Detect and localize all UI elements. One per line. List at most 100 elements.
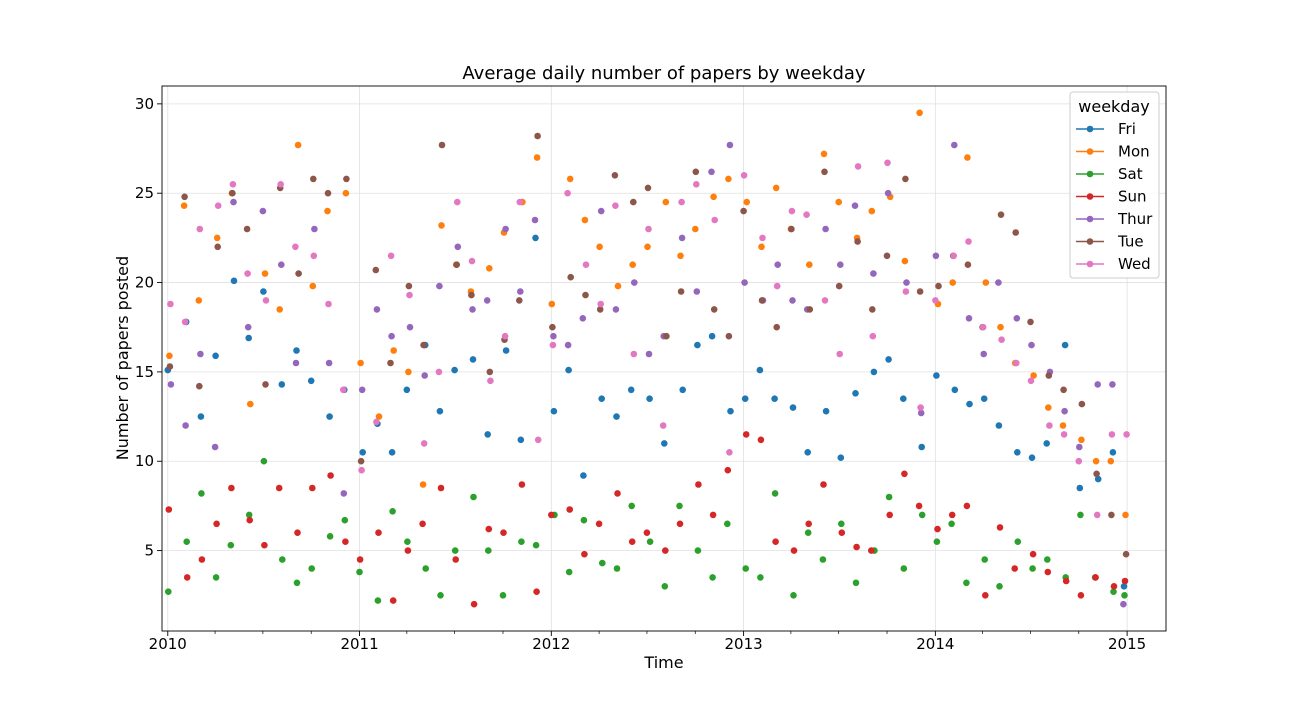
point-sun: [982, 592, 989, 599]
point-tue: [611, 172, 619, 179]
point-wed: [1060, 431, 1068, 438]
y-tick-label: 15: [135, 363, 154, 381]
point-mon: [324, 207, 331, 215]
point-wed: [501, 332, 509, 340]
point-sat: [437, 592, 444, 599]
point-wed: [1075, 457, 1083, 465]
point-sat: [661, 583, 669, 590]
point-thur: [388, 332, 395, 340]
point-sat: [804, 529, 812, 536]
point-thur: [932, 252, 940, 260]
point-sun: [996, 524, 1004, 531]
point-tue: [997, 211, 1005, 218]
point-sat: [245, 511, 253, 519]
point-fri: [951, 386, 959, 394]
x-tick-label: 2013: [725, 635, 763, 653]
point-sat: [790, 592, 797, 599]
point-sat: [1121, 592, 1128, 599]
legend-marker-sun: [1086, 193, 1094, 200]
point-fri: [293, 347, 300, 354]
point-mon: [692, 225, 699, 233]
point-wed: [406, 291, 413, 299]
point-wed: [950, 252, 957, 260]
point-thur: [1109, 381, 1116, 388]
point-sat: [451, 547, 459, 554]
point-thur: [631, 279, 638, 286]
point-thur: [884, 189, 892, 197]
point-mon: [294, 141, 302, 149]
point-fri: [980, 395, 988, 403]
point-sat: [1044, 556, 1051, 563]
point-wed: [869, 332, 877, 340]
point-sun: [614, 490, 621, 497]
point-thur: [1076, 443, 1083, 451]
point-sat: [819, 556, 827, 563]
point-wed: [487, 377, 494, 385]
point-mon: [835, 198, 842, 206]
point-fri: [359, 449, 367, 456]
point-mon: [276, 306, 284, 313]
point-fri: [627, 386, 635, 394]
point-wed: [181, 318, 189, 326]
point-sun: [742, 431, 750, 438]
point-tue: [549, 323, 556, 331]
point-sat: [933, 538, 941, 545]
point-sat: [963, 579, 970, 587]
point-fri: [885, 356, 892, 363]
point-sun: [275, 484, 283, 492]
point-sat: [293, 579, 301, 587]
point-tue: [295, 270, 302, 277]
point-tue: [196, 382, 203, 390]
point-fri: [837, 454, 845, 462]
point-mon: [982, 279, 990, 286]
legend-label-mon: Mon: [1118, 143, 1150, 161]
point-wed: [435, 368, 443, 376]
point-fri: [245, 334, 252, 342]
point-thur: [292, 359, 300, 367]
point-wed: [468, 257, 476, 265]
point-thur: [1028, 341, 1035, 349]
point-sun: [356, 556, 364, 563]
point-tue: [1093, 470, 1100, 478]
point-thur: [837, 261, 844, 269]
point-sat: [742, 565, 749, 572]
point-wed: [711, 216, 718, 224]
point-wed: [1108, 431, 1116, 438]
point-thur: [741, 279, 748, 286]
point-fri: [1043, 440, 1050, 447]
series-thur: [167, 141, 1127, 608]
point-sat: [1029, 565, 1036, 572]
point-sat: [198, 490, 205, 497]
point-fri: [278, 381, 286, 388]
point-wed: [387, 252, 395, 260]
point-mon: [1059, 422, 1067, 429]
point-tue: [663, 332, 670, 340]
point-thur: [325, 359, 333, 367]
point-fri: [933, 372, 940, 379]
x-tick-label: 2015: [1108, 635, 1146, 653]
point-tue: [692, 168, 700, 176]
point-sun: [1011, 565, 1018, 572]
point-fri: [727, 407, 734, 415]
point-fri: [1120, 583, 1128, 590]
point-tue: [405, 282, 413, 290]
point-fri: [502, 347, 510, 354]
point-sun: [518, 481, 526, 488]
point-thur: [678, 234, 686, 242]
point-wed: [534, 436, 542, 444]
point-mon: [868, 207, 876, 215]
point-tue: [1045, 372, 1053, 379]
data-points: [164, 109, 1130, 608]
series-wed: [167, 159, 1130, 519]
point-sat: [709, 574, 716, 581]
point-mon: [964, 154, 971, 161]
x-tick-label: 2014: [916, 635, 954, 653]
series-sat: [165, 457, 1128, 604]
point-tue: [343, 175, 350, 183]
point-sat: [260, 457, 268, 465]
point-sat: [580, 516, 588, 524]
point-mon: [820, 150, 828, 158]
point-sun: [246, 516, 253, 524]
point-wed: [373, 418, 380, 426]
point-sat: [374, 597, 382, 604]
